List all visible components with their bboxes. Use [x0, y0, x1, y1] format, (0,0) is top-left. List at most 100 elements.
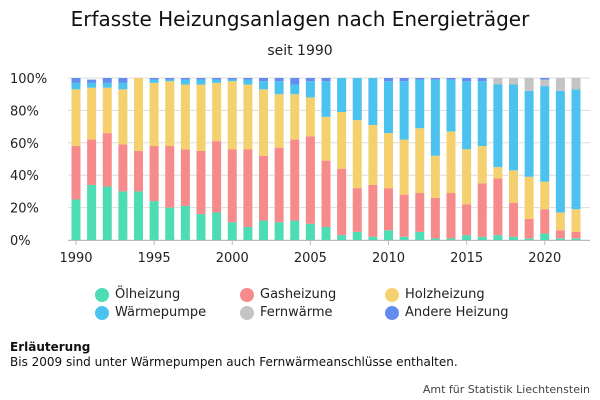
- bar-segment: [477, 78, 487, 82]
- bar-segment: [321, 78, 331, 82]
- bar-segment: [540, 209, 550, 234]
- bar-segment: [259, 78, 268, 82]
- bar-segment: [477, 183, 487, 237]
- legend-item-oelheizung[interactable]: Ölheizung: [95, 286, 240, 303]
- bar-segment: [571, 89, 581, 210]
- bar-segment: [290, 139, 300, 221]
- x-tick-label: 1995: [138, 251, 171, 266]
- bar-segment: [212, 141, 222, 213]
- chart-legend: Ölheizung Gasheizung Holzheizung Wärmepu…: [95, 286, 555, 321]
- bar-segment: [352, 78, 362, 121]
- bar-segment: [352, 231, 362, 240]
- bar-segment: [243, 227, 253, 240]
- bar-segment: [321, 227, 331, 240]
- legend-label-andere-heizung: Andere Heizung: [405, 305, 509, 320]
- bar-segment: [352, 188, 362, 232]
- bar-segment: [524, 176, 534, 219]
- x-tick-label: 2010: [372, 251, 405, 266]
- legend-label-fernwaerme: Fernwärme: [260, 305, 333, 320]
- bar-segment: [462, 149, 472, 205]
- legend-label-holzheizung: Holzheizung: [405, 287, 485, 302]
- bar-segment: [196, 84, 206, 151]
- bar-segment: [305, 97, 315, 137]
- bar-segment: [290, 220, 300, 240]
- chart-title: Erfasste Heizungsanlagen nach Energieträ…: [70, 7, 530, 31]
- bar-segment: [368, 124, 378, 185]
- bar-segment: [243, 78, 253, 80]
- legend-item-andere-heizung[interactable]: Andere Heizung: [385, 304, 535, 321]
- bar-segment: [430, 79, 440, 156]
- bar-segment: [337, 235, 347, 240]
- legend-swatch-oelheizung: [95, 287, 109, 302]
- bar-segment: [555, 212, 565, 231]
- bar-segment: [149, 201, 159, 240]
- bar-segment: [477, 236, 487, 240]
- bar-segment: [227, 222, 237, 240]
- bar-segment: [305, 136, 315, 224]
- bar-segment: [118, 191, 128, 240]
- bar-segment: [243, 149, 253, 228]
- bar-segment: [118, 144, 128, 192]
- bar-segment: [555, 238, 565, 240]
- x-tick-label: 2005: [294, 251, 327, 266]
- bar-segment: [352, 120, 362, 189]
- bar-segment: [399, 78, 409, 82]
- bar-segment: [227, 79, 237, 82]
- bar-segment: [555, 78, 565, 91]
- bar-segment: [509, 84, 518, 171]
- x-tick-label: 2020: [528, 251, 561, 266]
- bar-segment: [462, 81, 472, 150]
- bar-segment: [290, 84, 300, 95]
- bar-segment: [227, 149, 237, 223]
- bar-segment: [368, 236, 378, 240]
- bar-segment: [509, 78, 518, 85]
- bar-segment: [87, 82, 97, 88]
- bar-segment: [118, 82, 128, 90]
- bar-segment: [415, 128, 425, 194]
- bar-segment: [71, 89, 81, 147]
- bar-segment: [509, 236, 518, 240]
- y-tick-label: 60%: [10, 137, 39, 152]
- bar-segment: [524, 78, 534, 91]
- bar-segment: [415, 231, 425, 240]
- bar-segment: [227, 78, 237, 80]
- legend-item-gasheizung[interactable]: Gasheizung: [240, 286, 385, 303]
- bar-segment: [462, 204, 472, 236]
- bar-segment: [118, 89, 128, 145]
- bar-segment: [196, 79, 206, 85]
- bar-segment: [196, 150, 206, 215]
- bar-segment: [165, 207, 175, 240]
- bar-segment: [337, 78, 347, 113]
- bar-segment: [87, 87, 97, 140]
- bar-segment: [274, 78, 284, 82]
- bar-segment: [165, 81, 175, 147]
- bar-segment: [509, 170, 518, 203]
- note-heading: Erläuterung: [10, 340, 91, 354]
- bar-segment: [462, 78, 472, 82]
- bar-segment: [571, 231, 581, 239]
- bar-segment: [509, 202, 518, 237]
- bar-segment: [274, 81, 284, 95]
- bar-segment: [571, 238, 581, 240]
- y-tick-label: 40%: [10, 169, 39, 184]
- bar-segment: [477, 146, 487, 184]
- legend-item-waermepumpe[interactable]: Wärmepumpe: [95, 304, 240, 321]
- bar-segment: [493, 235, 503, 240]
- stacked-bar-chart: 0% 20% 40% 60% 80% 100% 1990 1995 2000 2005 2010 20…: [10, 72, 590, 266]
- bar-segment: [227, 81, 237, 150]
- bar-segment: [243, 84, 253, 150]
- bar-segment: [102, 133, 112, 187]
- bar-segment: [102, 78, 112, 83]
- legend-item-holzheizung[interactable]: Holzheizung: [385, 286, 535, 303]
- bar-segment: [337, 112, 347, 169]
- legend-item-fernwaerme[interactable]: Fernwärme: [240, 304, 385, 321]
- chart-subtitle: seit 1990: [267, 43, 333, 59]
- y-tick-label: 20%: [10, 202, 39, 217]
- bar-segment: [102, 87, 112, 134]
- bar-segment: [384, 78, 393, 82]
- x-tick-label: 2000: [216, 251, 249, 266]
- note-text: Bis 2009 sind unter Wärmepumpen auch Fer…: [10, 355, 458, 369]
- y-tick-label: 80%: [10, 104, 39, 119]
- bar-segment: [571, 78, 581, 90]
